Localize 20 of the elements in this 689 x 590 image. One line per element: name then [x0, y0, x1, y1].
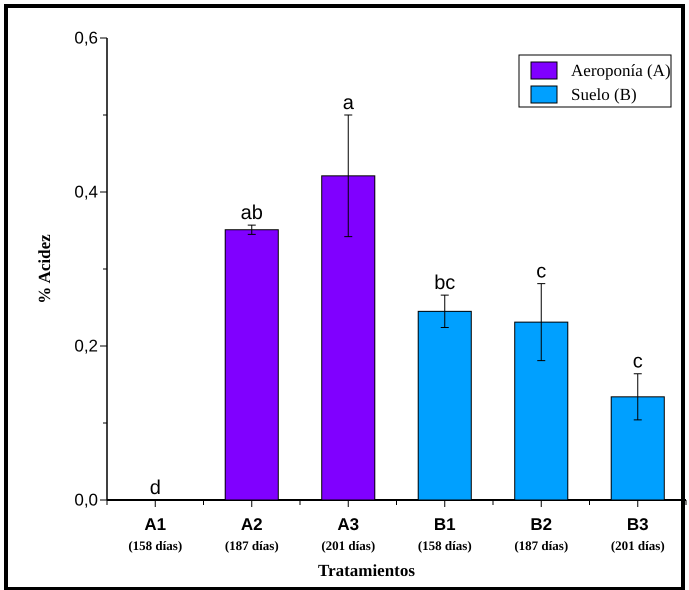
annotation: a — [342, 92, 355, 114]
x-axis-title: Tratamientos — [318, 561, 416, 580]
y-tick-label: 0,6 — [74, 28, 98, 48]
annotation: c — [536, 260, 546, 283]
x-tick-label: B1 (158 días) — [418, 515, 472, 553]
annotation: bc — [434, 272, 456, 294]
y-tick-label: 0,2 — [74, 336, 98, 356]
legend-label: Aeroponía (A) — [571, 61, 671, 80]
x-tick-label: B2 (187 días) — [514, 515, 568, 553]
annotation: c — [632, 350, 643, 373]
y-axis-title: % Acidez — [35, 234, 54, 304]
legend-label: Suelo (B) — [571, 85, 637, 104]
x-tick-label: A2 (187 días) — [224, 515, 279, 553]
x-tick-label: A1 (158 días) — [128, 515, 182, 553]
annotation: d — [150, 477, 161, 499]
x-tick-label: A3 (201 días) — [321, 515, 376, 553]
y-tick-label: 0,4 — [74, 182, 98, 202]
y-tick-label: 0,0 — [74, 490, 98, 510]
x-tick-label: B3 (201 días) — [610, 515, 665, 553]
annotation: ab — [240, 202, 263, 224]
